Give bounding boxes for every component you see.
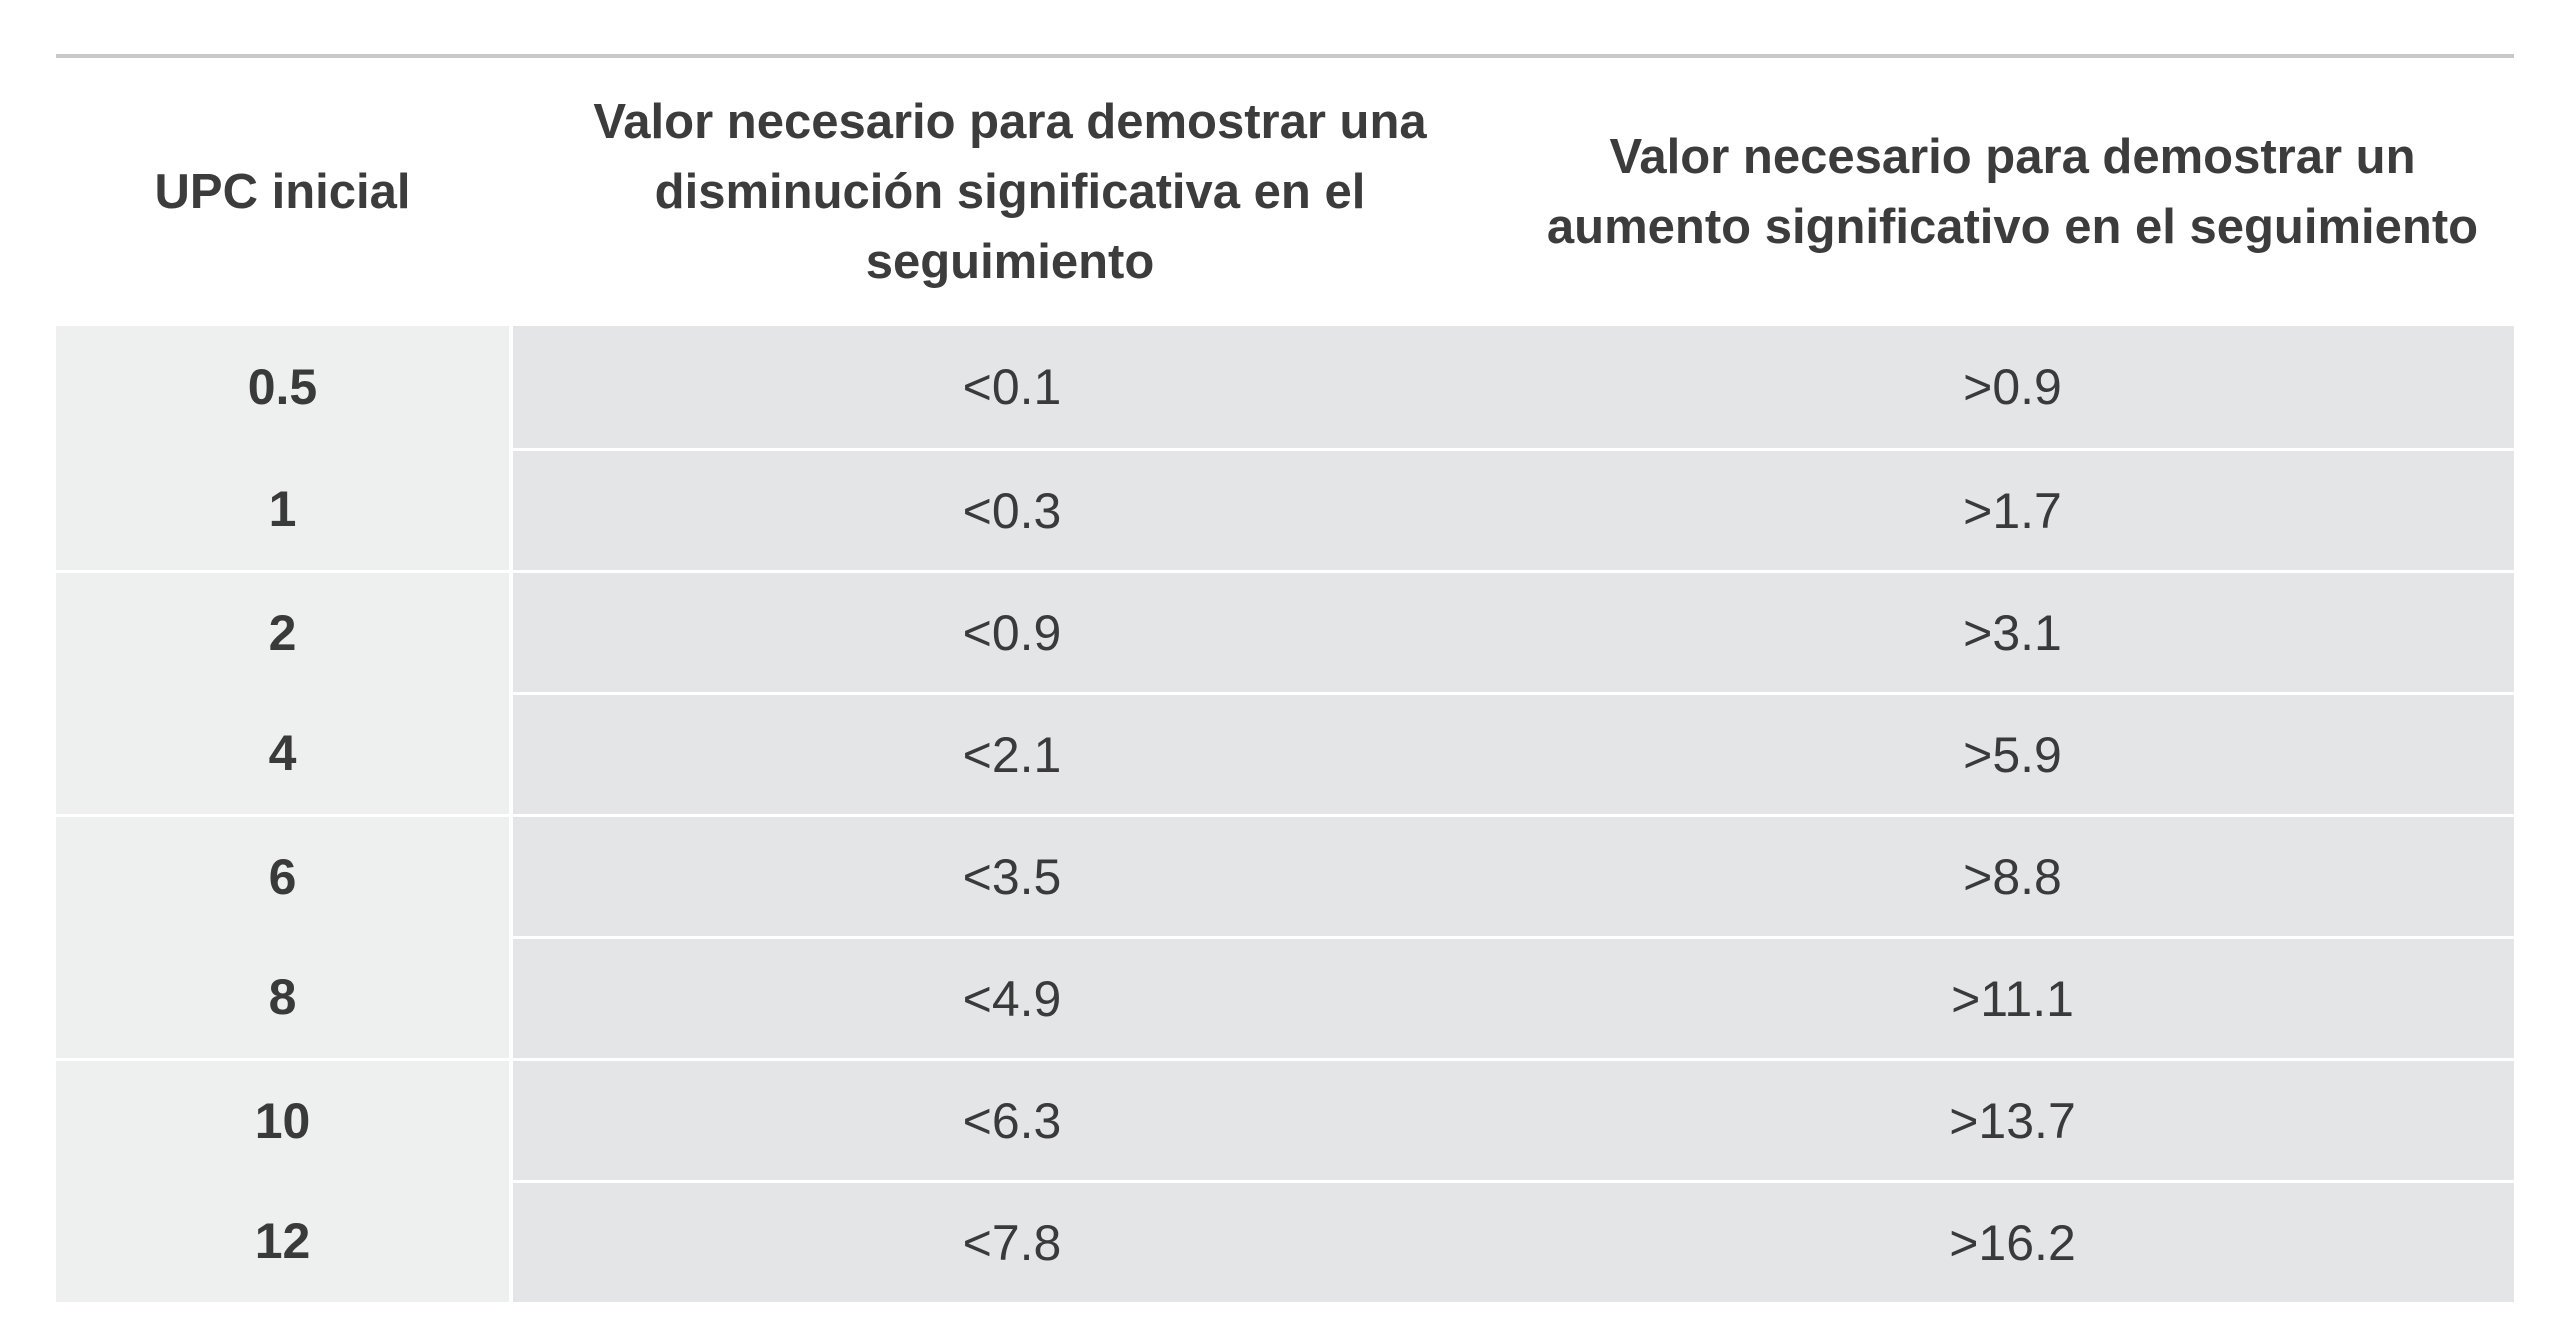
table-body: 0.5 <0.1 >0.9 1 <0.3 >1.7 2 <0.9 >3.1 4 … — [56, 326, 2514, 1302]
cell-increase: >11.1 — [1511, 936, 2514, 1058]
cell-increase: >5.9 — [1511, 692, 2514, 814]
table-row: 4 <2.1 >5.9 — [56, 692, 2514, 814]
header-decrease: Valor necesario para demostrar una dismi… — [593, 95, 1427, 289]
cell-increase: >16.2 — [1511, 1180, 2514, 1302]
cell-increase: >13.7 — [1511, 1058, 2514, 1180]
cell-upc: 10 — [56, 1058, 509, 1180]
table-row: 0.5 <0.1 >0.9 — [56, 326, 2514, 448]
table-row: 1 <0.3 >1.7 — [56, 448, 2514, 570]
cell-increase: >3.1 — [1511, 570, 2514, 692]
header-increase: Valor necesario para demostrar un aument… — [1546, 130, 2479, 254]
cell-upc: 4 — [56, 692, 509, 814]
cell-upc: 8 — [56, 936, 509, 1058]
cell-increase: >1.7 — [1511, 448, 2514, 570]
table-row: 8 <4.9 >11.1 — [56, 936, 2514, 1058]
cell-decrease: <6.3 — [509, 1058, 1511, 1180]
cell-upc: 6 — [56, 814, 509, 936]
cell-upc: 12 — [56, 1180, 509, 1302]
table-row: 10 <6.3 >13.7 — [56, 1058, 2514, 1180]
cell-increase: >0.9 — [1511, 326, 2514, 448]
table-row: 12 <7.8 >16.2 — [56, 1180, 2514, 1302]
cell-decrease: <7.8 — [509, 1180, 1511, 1302]
cell-decrease: <0.1 — [509, 326, 1511, 448]
cell-increase: >8.8 — [1511, 814, 2514, 936]
cell-upc: 1 — [56, 448, 509, 570]
cell-upc: 0.5 — [56, 326, 509, 448]
table-top-rule — [56, 54, 2514, 58]
cell-decrease: <0.9 — [509, 570, 1511, 692]
upc-table: UPC inicial Valor necesario para demostr… — [56, 54, 2514, 1302]
table-row: 6 <3.5 >8.8 — [56, 814, 2514, 936]
table-header-row: UPC inicial Valor necesario para demostr… — [56, 58, 2514, 326]
cell-decrease: <0.3 — [509, 448, 1511, 570]
cell-decrease: <3.5 — [509, 814, 1511, 936]
table-row: 2 <0.9 >3.1 — [56, 570, 2514, 692]
cell-decrease: <4.9 — [509, 936, 1511, 1058]
cell-upc: 2 — [56, 570, 509, 692]
cell-decrease: <2.1 — [509, 692, 1511, 814]
header-upc-inicial: UPC inicial — [154, 165, 411, 219]
